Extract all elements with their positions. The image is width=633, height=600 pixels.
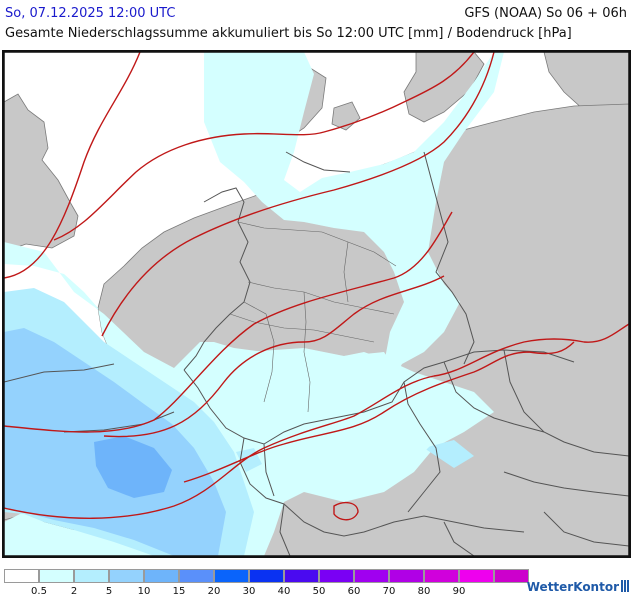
legend-swatch: [109, 569, 144, 583]
legend-swatch: [494, 569, 529, 583]
legend-swatch: [4, 569, 39, 583]
legend-swatch: [354, 569, 389, 583]
legend-tick-label: 50: [312, 586, 326, 597]
valid-date: So, 07.12.2025 12:00 UTC: [5, 6, 176, 21]
legend-tick-label: 40: [277, 586, 291, 597]
legend-swatch: [39, 569, 74, 583]
state-borders: [229, 221, 397, 413]
legend-swatch: [74, 569, 109, 583]
wetterkontor-logo-icon: [621, 580, 629, 592]
legend-tick-label: 2: [70, 586, 78, 597]
map-title: Gesamte Niederschlagssumme akkumuliert b…: [5, 26, 572, 41]
border-layer: [4, 151, 629, 556]
legend-swatch: [144, 569, 179, 583]
legend-tick-label: 70: [382, 586, 396, 597]
legend-swatch: [389, 569, 424, 583]
legend-tick-label: 80: [417, 586, 431, 597]
legend-tick-label: 15: [172, 586, 186, 597]
legend-tick-label: 30: [242, 586, 256, 597]
precipitation-map: [2, 50, 631, 558]
legend-tick-label: 0.5: [31, 586, 47, 597]
legend-swatch: [284, 569, 319, 583]
legend-tick-label: 5: [105, 586, 113, 597]
legend-swatch: [319, 569, 354, 583]
legend-swatch: [249, 569, 284, 583]
header: So, 07.12.2025 12:00 UTC GFS (NOAA) So 0…: [0, 0, 633, 50]
brand-name: WetterKontor: [526, 580, 619, 594]
map-canvas: [4, 52, 629, 556]
legend-tick-label: 20: [207, 586, 221, 597]
legend-tick-label: 90: [452, 586, 466, 597]
wetterkontor-logo: WetterKontor: [527, 580, 629, 594]
legend-swatch: [179, 569, 214, 583]
model-run: GFS (NOAA) So 06 + 06h: [464, 6, 627, 21]
legend-tick-label: 60: [347, 586, 361, 597]
legend-swatch: [424, 569, 459, 583]
isobar-layer: [4, 52, 629, 521]
legend-tick-label: 10: [137, 586, 151, 597]
legend-swatch: [459, 569, 494, 583]
legend-swatch: [214, 569, 249, 583]
